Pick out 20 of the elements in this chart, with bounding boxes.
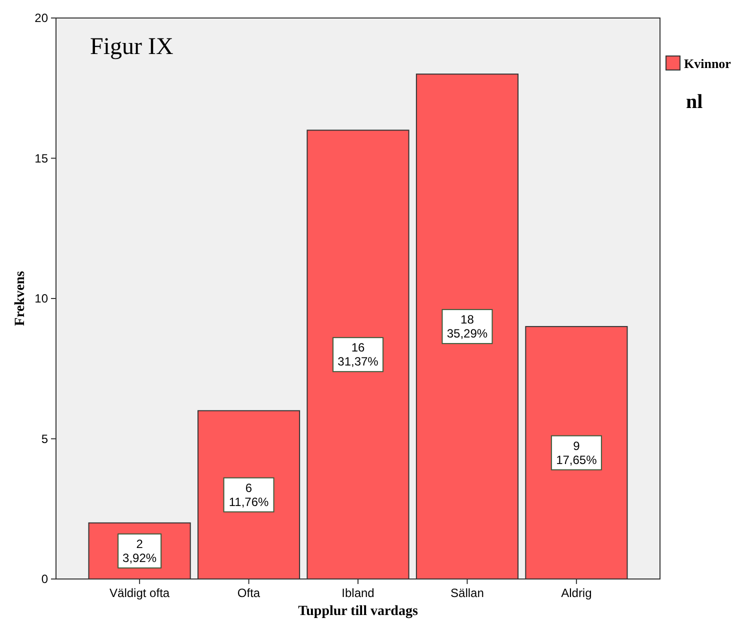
x-tick-label: Ibland	[342, 586, 374, 600]
y-tick-label: 10	[34, 292, 48, 306]
data-label: 16 31,37%	[338, 340, 379, 369]
legend-label: Kvinnor	[684, 56, 732, 71]
text: Figur IX	[90, 34, 174, 60]
x-tick-label: Sällan	[450, 586, 484, 600]
data-label: 6 11,76%	[228, 480, 270, 509]
y-tick-label: 5	[41, 432, 48, 446]
data-label: 9 17,65%	[556, 438, 598, 467]
data-label: 2 3,92%	[122, 536, 157, 565]
x-tick-label: Ofta	[237, 586, 260, 600]
y-tick-label: 15	[34, 151, 48, 166]
text: nl	[686, 91, 704, 113]
x-tick-label: Aldrig	[561, 586, 592, 600]
x-axis-title: Tupplur till vardags	[298, 604, 418, 619]
y-tick-label: 0	[41, 572, 48, 586]
y-tick-label: 20	[34, 11, 48, 25]
data-label: 18 35,29%	[446, 312, 488, 341]
y-axis-title: Frekvens	[13, 270, 28, 326]
x-tick-label: Väldigt ofta	[110, 586, 170, 600]
